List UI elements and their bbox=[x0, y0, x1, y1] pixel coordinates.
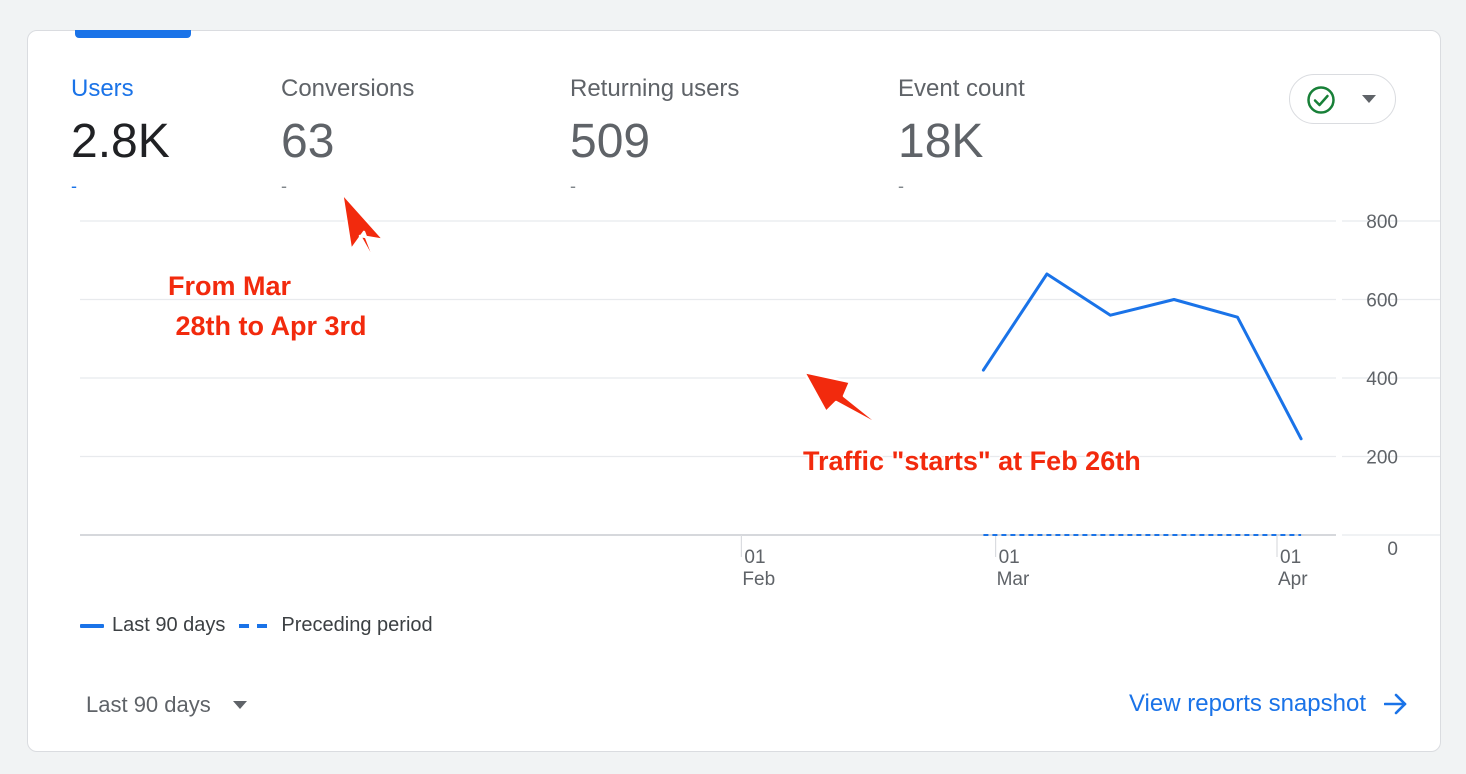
metric-label: Users bbox=[71, 75, 134, 102]
metric-conversions[interactable]: Conversions 63 - bbox=[281, 74, 414, 196]
y-tick-label: 600 bbox=[1366, 291, 1398, 312]
x-tick-month-label: Feb bbox=[742, 569, 775, 590]
x-tick-day-label: 01 bbox=[999, 547, 1020, 568]
legend-label-current: Last 90 days bbox=[112, 614, 226, 636]
snapshot-link-label: View reports snapshot bbox=[1128, 690, 1366, 717]
legend-label-previous: Preceding period bbox=[281, 614, 433, 636]
metric-users[interactable]: Users 2.8K - bbox=[71, 74, 170, 196]
metric-label: Event count bbox=[898, 75, 1025, 102]
metric-value: 63 bbox=[281, 115, 335, 168]
y-tick-label: 200 bbox=[1366, 448, 1398, 469]
x-tick-month-label: Apr bbox=[1278, 569, 1308, 590]
metric-value: 2.8K bbox=[71, 115, 170, 168]
date-range-dropdown[interactable]: Last 90 days bbox=[86, 692, 247, 718]
annotation-traffic-note: Traffic "starts" at Feb 26th bbox=[803, 446, 1141, 476]
legend-item-current: Last 90 days bbox=[80, 614, 225, 637]
view-reports-snapshot-link[interactable]: View reports snapshot bbox=[1129, 690, 1408, 718]
metric-delta: - bbox=[570, 176, 576, 196]
metric-value: 18K bbox=[898, 115, 984, 168]
series-line-last-90-days bbox=[981, 272, 1303, 441]
metric-delta: - bbox=[898, 176, 904, 196]
check-circle-icon bbox=[1307, 86, 1335, 114]
metric-returning-users[interactable]: Returning users 509 - bbox=[570, 74, 739, 196]
arrow-right-icon bbox=[1384, 693, 1407, 715]
users-overview-card bbox=[27, 30, 1441, 752]
legend-swatch-solid bbox=[80, 623, 104, 628]
date-range-label: Last 90 days bbox=[86, 692, 211, 717]
metric-label: Conversions bbox=[281, 75, 415, 102]
annotation-conversions-note: From Mar 28th to Apr 3rd bbox=[168, 271, 367, 341]
y-tick-label: 0 bbox=[1387, 539, 1398, 560]
chart-legend: Last 90 days Preceding period bbox=[80, 614, 447, 637]
x-tick-day-label: 01 bbox=[744, 547, 765, 568]
x-tick-month-label: Mar bbox=[997, 569, 1030, 590]
x-tick-day-label: 01 bbox=[1280, 547, 1301, 568]
y-tick-label: 400 bbox=[1366, 369, 1398, 390]
data-quality-dropdown[interactable] bbox=[1289, 74, 1396, 124]
metric-event-count[interactable]: Event count 18K - bbox=[898, 74, 1025, 196]
chevron-down-icon bbox=[232, 700, 247, 709]
active-tab-indicator bbox=[75, 30, 191, 38]
metric-value: 509 bbox=[570, 115, 651, 168]
metric-delta: - bbox=[71, 176, 77, 196]
metric-delta: - bbox=[281, 176, 287, 196]
metric-label: Returning users bbox=[570, 75, 740, 102]
legend-swatch-dashed bbox=[239, 623, 270, 628]
chevron-down-icon bbox=[1362, 95, 1376, 103]
legend-item-previous: Preceding period bbox=[239, 614, 433, 637]
y-tick-label: 800 bbox=[1366, 212, 1398, 233]
